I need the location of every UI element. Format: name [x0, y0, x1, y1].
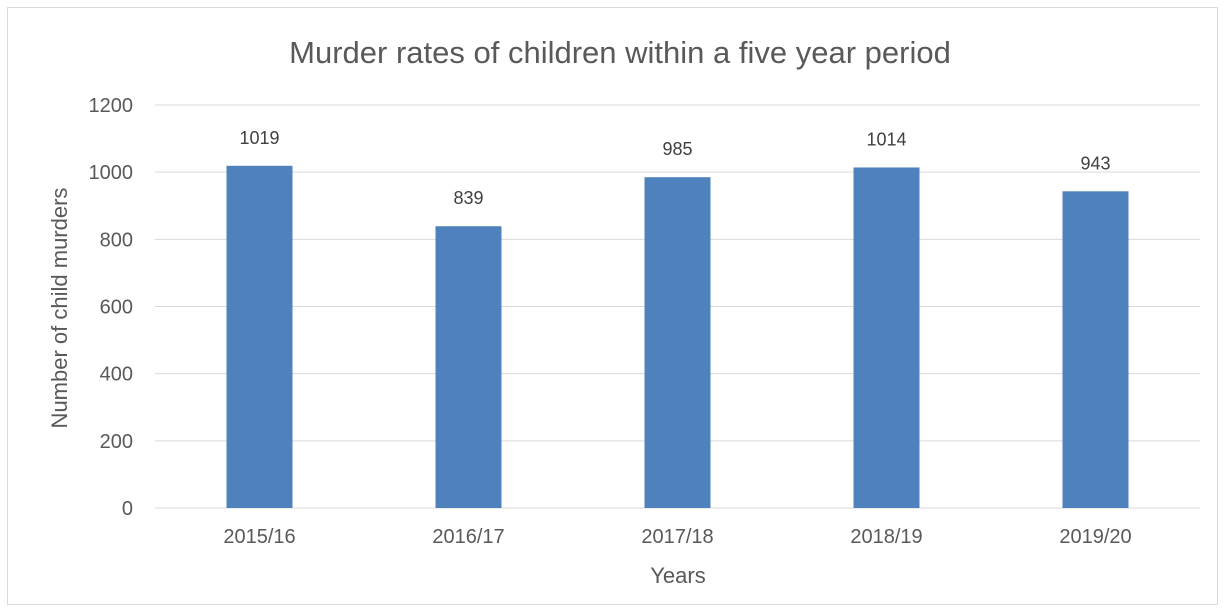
y-tick-label: 400	[100, 364, 133, 386]
y-tick-label: 800	[100, 229, 133, 251]
x-tick-label: 2015/16	[223, 526, 295, 548]
x-axis-ticks: 2015/16 2016/17 2017/18 2018/19 2019/20	[223, 526, 1131, 548]
y-tick-label: 0	[122, 498, 133, 520]
x-axis-title: Years	[650, 563, 705, 588]
y-tick-label: 1200	[89, 95, 134, 117]
y-tick-label: 600	[100, 297, 133, 319]
y-axis-title: Number of child murders	[47, 188, 72, 429]
data-label: 1019	[239, 128, 279, 148]
data-label: 943	[1080, 153, 1110, 173]
x-tick-label: 2019/20	[1059, 526, 1131, 548]
data-labels: 1019 839 985 1014 943	[239, 128, 1110, 208]
bar-2017-18	[644, 177, 711, 508]
data-label: 1014	[866, 129, 906, 149]
y-tick-label: 200	[100, 431, 133, 453]
x-tick-label: 2016/17	[432, 526, 504, 548]
bar-2019-20	[1062, 191, 1129, 508]
data-label: 985	[662, 139, 692, 159]
bar-2016-17	[435, 226, 502, 508]
x-tick-label: 2018/19	[850, 526, 922, 548]
y-axis-ticks: 0 200 400 600 800 1000 1200	[89, 95, 134, 520]
bar-2015-16	[226, 165, 293, 508]
y-tick-label: 1000	[89, 162, 134, 184]
chart-title: Murder rates of children within a five y…	[289, 35, 951, 70]
bars	[226, 165, 1129, 508]
data-label: 839	[453, 188, 483, 208]
x-tick-label: 2017/18	[641, 526, 713, 548]
bar-2018-19	[853, 167, 920, 508]
